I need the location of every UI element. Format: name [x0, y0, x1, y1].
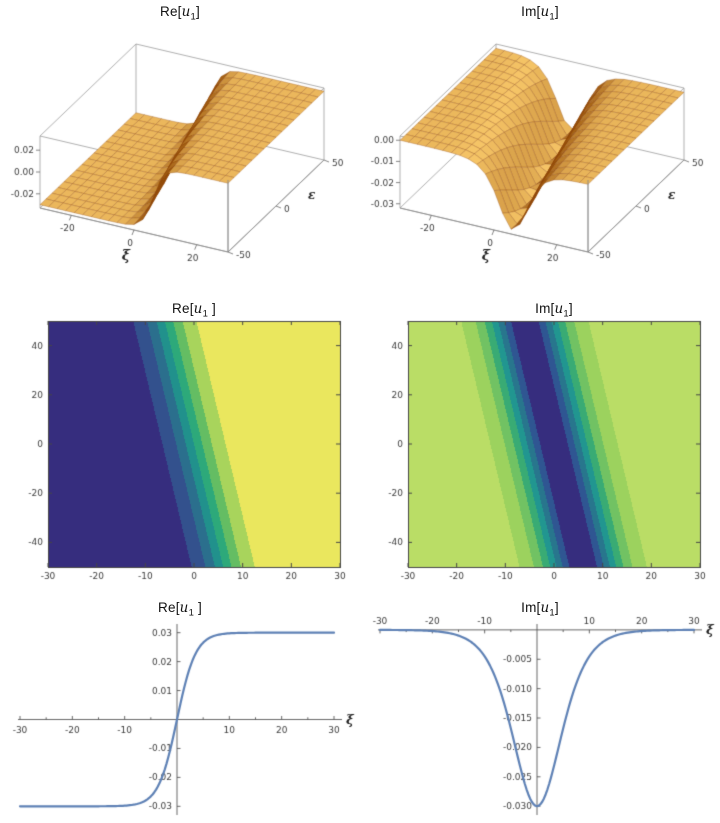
- title-text: ]: [554, 600, 559, 615]
- title-var: u: [193, 301, 203, 317]
- title-var: u: [554, 301, 564, 317]
- line-plot-im-canvas: [360, 600, 720, 823]
- contour-plot-im-canvas: [360, 295, 720, 600]
- title-var: u: [540, 600, 550, 616]
- surface-plot-re-canvas: [0, 0, 360, 295]
- title-var: u: [181, 4, 191, 20]
- title-text: ]: [568, 301, 573, 316]
- title-sub: 1: [202, 308, 209, 320]
- contour-plot-im-panel: Im[u1]: [360, 295, 720, 600]
- title-text: ]: [208, 301, 216, 316]
- contour-plot-re-canvas: [0, 295, 360, 600]
- title-sub: 1: [190, 11, 197, 23]
- plot-title-contour-re: Re[u1 ]: [44, 301, 344, 320]
- surface-plot-im-panel: Im[u1]: [360, 0, 720, 295]
- line-plot-re-canvas: [0, 600, 360, 823]
- title-text: Im[: [521, 600, 541, 615]
- surface-plot-im-canvas: [360, 0, 720, 295]
- title-sub: 1: [549, 11, 555, 23]
- plot-title-contour-im: Im[u1]: [404, 301, 704, 320]
- title-text: Im[: [535, 301, 555, 316]
- title-text: ]: [196, 4, 200, 19]
- title-text: ]: [194, 600, 202, 615]
- title-sub: 1: [563, 308, 569, 320]
- title-text: Re[: [160, 4, 182, 19]
- title-sub: 1: [188, 607, 195, 619]
- title-text: ]: [554, 4, 559, 19]
- plot-title-surface-re: Re[u1]: [0, 4, 360, 23]
- title-text: Re[: [158, 600, 180, 615]
- plot-title-line-re: Re[u1 ]: [0, 600, 360, 619]
- plot-title-surface-im: Im[u1]: [360, 4, 720, 23]
- title-text: Im[: [521, 4, 541, 19]
- title-var: u: [540, 4, 550, 20]
- line-plot-im-panel: Im[u1]: [360, 600, 720, 823]
- plot-title-line-im: Im[u1]: [360, 600, 720, 619]
- title-text: Re[: [172, 301, 194, 316]
- contour-plot-re-panel: Re[u1 ]: [0, 295, 360, 600]
- title-sub: 1: [549, 607, 555, 619]
- title-var: u: [179, 600, 189, 616]
- surface-plot-re-panel: Re[u1]: [0, 0, 360, 295]
- line-plot-re-panel: Re[u1 ]: [0, 600, 360, 823]
